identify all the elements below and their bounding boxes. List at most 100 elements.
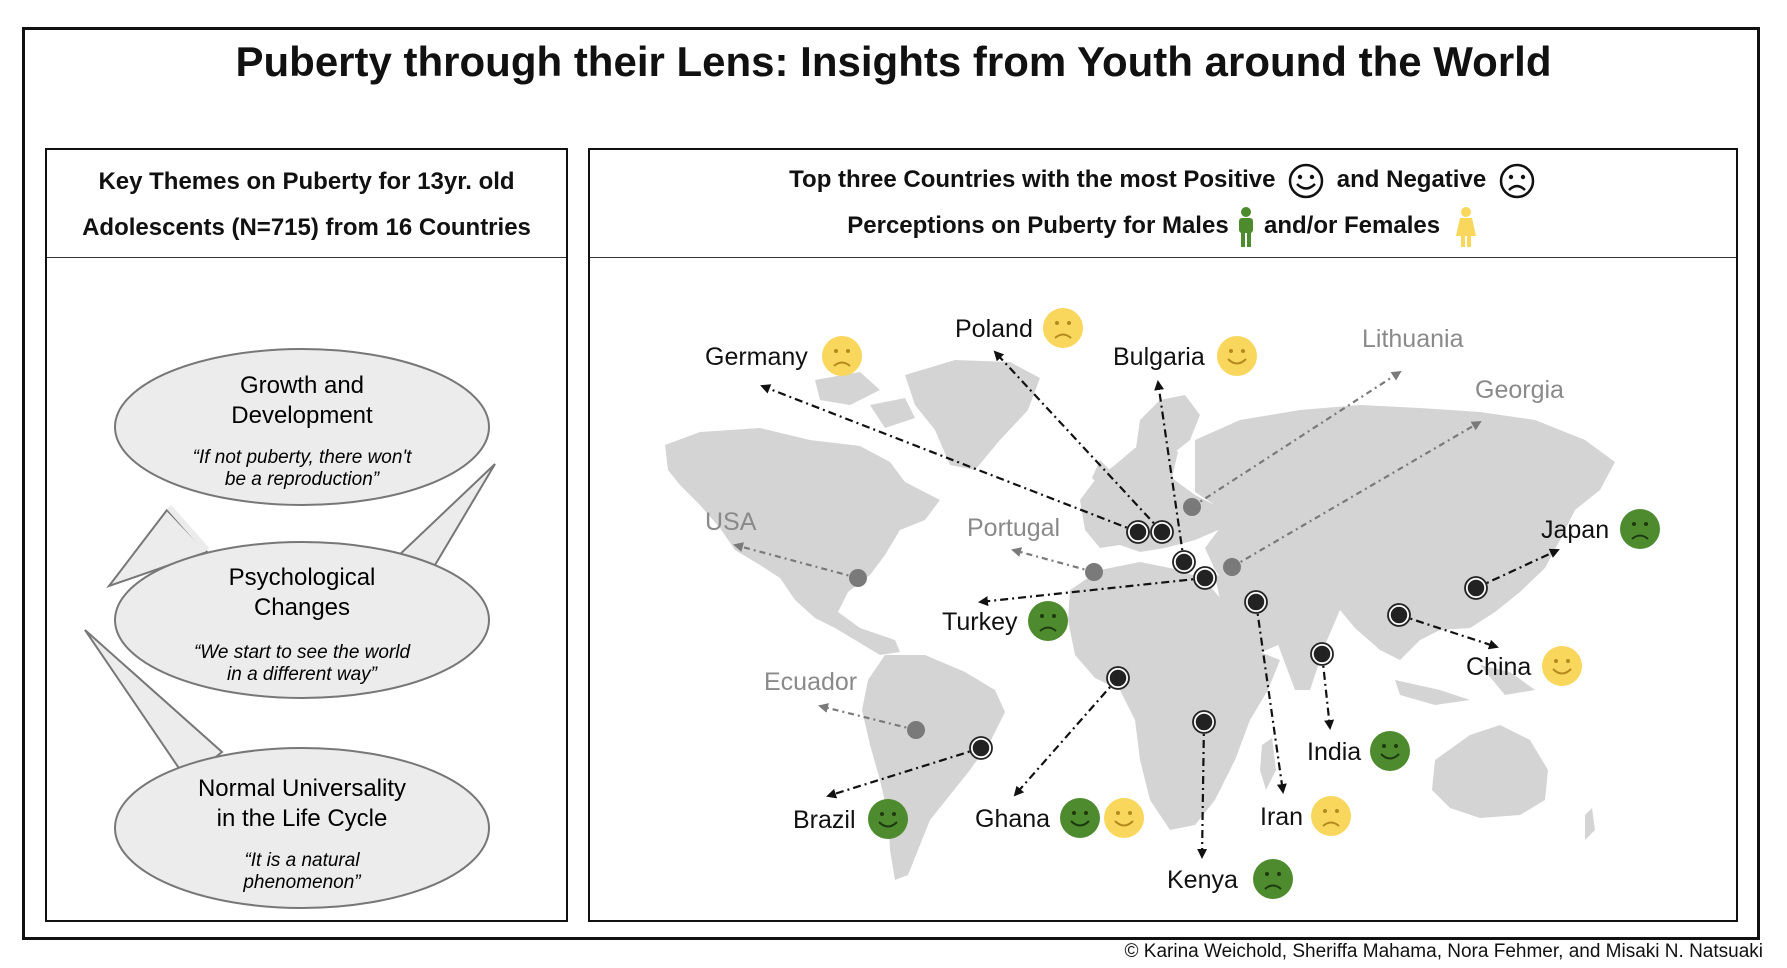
connector-turkey bbox=[978, 576, 1206, 607]
country-label-china: China bbox=[1466, 653, 1531, 681]
copyright-notice: © Karina Weichold, Sheriffa Mahama, Nora… bbox=[1124, 941, 1763, 962]
smiley-face-icon bbox=[1542, 646, 1582, 686]
country-label-germany: Germany bbox=[705, 343, 808, 371]
marker-ring-bulgaria bbox=[1172, 550, 1196, 574]
marker-brazil[interactable] bbox=[971, 738, 991, 758]
country-label-kenya: Kenya bbox=[1167, 866, 1238, 894]
country-label-iran: Iran bbox=[1260, 803, 1303, 831]
marker-ring-ghana bbox=[1106, 666, 1130, 690]
connector-japan bbox=[1475, 548, 1560, 589]
countries-panel-heading: Top three Countries with the most Positi… bbox=[590, 150, 1736, 258]
theme-quote: “It is a natural bbox=[244, 850, 360, 871]
marker-ring-poland bbox=[1150, 520, 1174, 544]
countries-heading-line1: Top three Countries with the most Positi… bbox=[590, 157, 1736, 203]
connector-china bbox=[1398, 613, 1499, 650]
connector-bulgaria bbox=[1154, 380, 1186, 563]
frowning-face-icon bbox=[1043, 308, 1083, 348]
male-figure-icon bbox=[1239, 206, 1254, 247]
connector-arrows bbox=[733, 350, 1560, 859]
theme-bubble-psychological: Psychological Changes “We start to see t… bbox=[114, 463, 496, 699]
country-markers bbox=[849, 498, 1488, 760]
connector-lithuania bbox=[1191, 370, 1402, 508]
smiley-face-icon bbox=[1217, 336, 1257, 376]
australia-shape bbox=[1432, 725, 1548, 818]
page-title: Puberty through their Lens: Insights fro… bbox=[235, 38, 1552, 85]
themes-heading-line2: Adolescents (N=715) from 16 Countries bbox=[82, 214, 531, 241]
heading-text: and/or Females bbox=[1264, 212, 1441, 239]
theme-quote: “If not puberty, there won't bbox=[193, 447, 412, 468]
heading-text: and Negative bbox=[1336, 166, 1487, 193]
frowning-face-icon bbox=[1253, 859, 1293, 899]
female-figure-icon bbox=[1455, 206, 1476, 247]
south-america-shape bbox=[862, 655, 1005, 880]
africa-shape bbox=[1068, 562, 1280, 830]
country-label-bulgaria: Bulgaria bbox=[1113, 343, 1205, 371]
theme-title: Development bbox=[231, 402, 373, 429]
heading-text: Perceptions on Puberty for Males bbox=[847, 212, 1229, 239]
marker-ring-japan bbox=[1464, 576, 1488, 600]
country-label-turkey: Turkey bbox=[942, 608, 1018, 636]
country-label-portugal: Portugal bbox=[967, 514, 1060, 542]
smiley-face-icon bbox=[868, 799, 908, 839]
marker-china[interactable] bbox=[1389, 605, 1409, 625]
theme-title: in the Life Cycle bbox=[217, 805, 388, 832]
frowning-face-icon bbox=[1620, 509, 1660, 549]
country-label-ecuador: Ecuador bbox=[764, 668, 857, 696]
marker-ring-kenya bbox=[1192, 710, 1216, 734]
marker-ecuador[interactable] bbox=[907, 721, 925, 739]
marker-ring-germany bbox=[1126, 520, 1150, 544]
smiley-face-icon bbox=[1104, 798, 1144, 838]
smiley-face-icon bbox=[1288, 163, 1324, 198]
frowning-face-icon bbox=[822, 336, 862, 376]
speech-bubbles: Growth and Development “If not puberty, … bbox=[84, 348, 496, 909]
frowning-face-icon bbox=[1311, 796, 1351, 836]
marker-iran[interactable] bbox=[1246, 592, 1266, 612]
asia-shape bbox=[1195, 405, 1615, 690]
marker-lithuania[interactable] bbox=[1183, 498, 1201, 516]
theme-title: Changes bbox=[254, 594, 350, 621]
connector-iran bbox=[1254, 601, 1287, 794]
poster-frame bbox=[22, 27, 1760, 940]
smiley-face-icon bbox=[1370, 731, 1410, 771]
marker-ring-china bbox=[1387, 603, 1411, 627]
marker-portugal[interactable] bbox=[1085, 563, 1103, 581]
country-labels: Germany Poland Bulgaria Lithuania Georgia USA… bbox=[705, 308, 1660, 899]
heading-text: Top three Countries with the most Positi… bbox=[789, 166, 1276, 193]
theme-bubble-universality: Normal Universality in the Life Cycle “I… bbox=[84, 629, 490, 909]
connector-brazil bbox=[826, 746, 982, 799]
smiley-face-icon bbox=[1060, 798, 1100, 838]
connector-usa bbox=[733, 542, 859, 580]
marker-kenya[interactable] bbox=[1194, 712, 1214, 732]
marker-ring-brazil bbox=[969, 736, 993, 760]
theme-title: Psychological bbox=[229, 564, 376, 591]
marker-germany[interactable] bbox=[1128, 522, 1148, 542]
marker-japan[interactable] bbox=[1466, 578, 1486, 598]
connector-portugal bbox=[1011, 547, 1095, 574]
north-america-shape bbox=[665, 428, 940, 655]
theme-bubble-growth: Growth and Development “If not puberty, … bbox=[106, 348, 490, 589]
marker-poland[interactable] bbox=[1152, 522, 1172, 542]
country-label-poland: Poland bbox=[955, 315, 1033, 343]
marker-turkey[interactable] bbox=[1195, 568, 1215, 588]
marker-georgia[interactable] bbox=[1223, 558, 1241, 576]
frowning-face-icon bbox=[1028, 601, 1068, 641]
connector-kenya bbox=[1197, 721, 1208, 859]
theme-quote: “We start to see the world bbox=[194, 642, 412, 663]
marker-india[interactable] bbox=[1312, 644, 1332, 664]
connector-ghana bbox=[1013, 677, 1119, 797]
marker-ghana[interactable] bbox=[1108, 668, 1128, 688]
theme-quote: phenomenon” bbox=[242, 872, 362, 893]
country-label-usa: USA bbox=[705, 508, 757, 536]
marker-ring-turkey bbox=[1193, 566, 1217, 590]
marker-usa[interactable] bbox=[849, 569, 867, 587]
marker-ring-iran bbox=[1244, 590, 1268, 614]
country-label-ghana: Ghana bbox=[975, 805, 1050, 833]
countries-heading-line2: Perceptions on Puberty for Males and/or … bbox=[590, 203, 1736, 249]
theme-quote: be a reproduction” bbox=[225, 469, 381, 490]
connector-germany bbox=[760, 384, 1139, 534]
marker-bulgaria[interactable] bbox=[1174, 552, 1194, 572]
connector-poland bbox=[993, 350, 1163, 533]
theme-quote: in a different way” bbox=[227, 664, 379, 685]
marker-ring-india bbox=[1310, 642, 1334, 666]
